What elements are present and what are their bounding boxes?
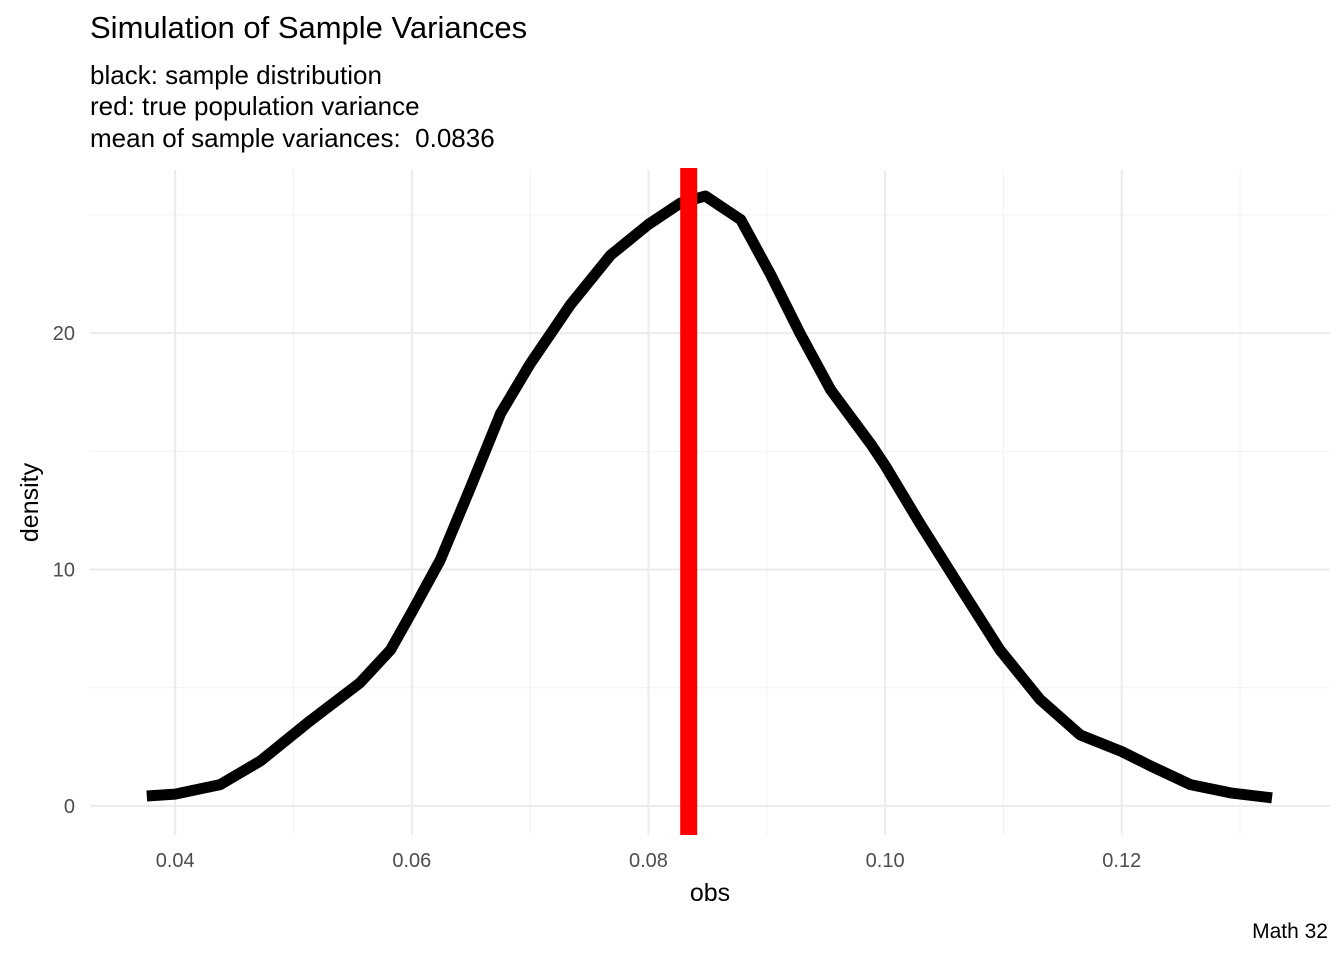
subtitle-line-3: mean of sample variances: 0.0836 (90, 123, 495, 153)
x-tick-label: 0.06 (392, 850, 431, 872)
x-tick-label: 0.04 (156, 850, 195, 872)
x-tick-label: 0.10 (866, 850, 905, 872)
x-tick-label: 0.08 (629, 850, 668, 872)
caption: Math 32 (1252, 920, 1328, 943)
chart-title: Simulation of Sample Variances (90, 10, 528, 45)
y-tick-label: 10 (53, 560, 75, 582)
subtitle-line-2: red: true population variance (90, 91, 420, 121)
x-tick-label: 0.12 (1102, 850, 1141, 872)
y-tick-label: 20 (53, 323, 75, 345)
y-tick-label: 0 (64, 796, 75, 818)
y-axis-label: density (16, 462, 44, 542)
subtitle-line-1: black: sample distribution (90, 60, 382, 90)
x-axis-label: obs (690, 879, 730, 907)
density-curve (146, 190, 1273, 804)
